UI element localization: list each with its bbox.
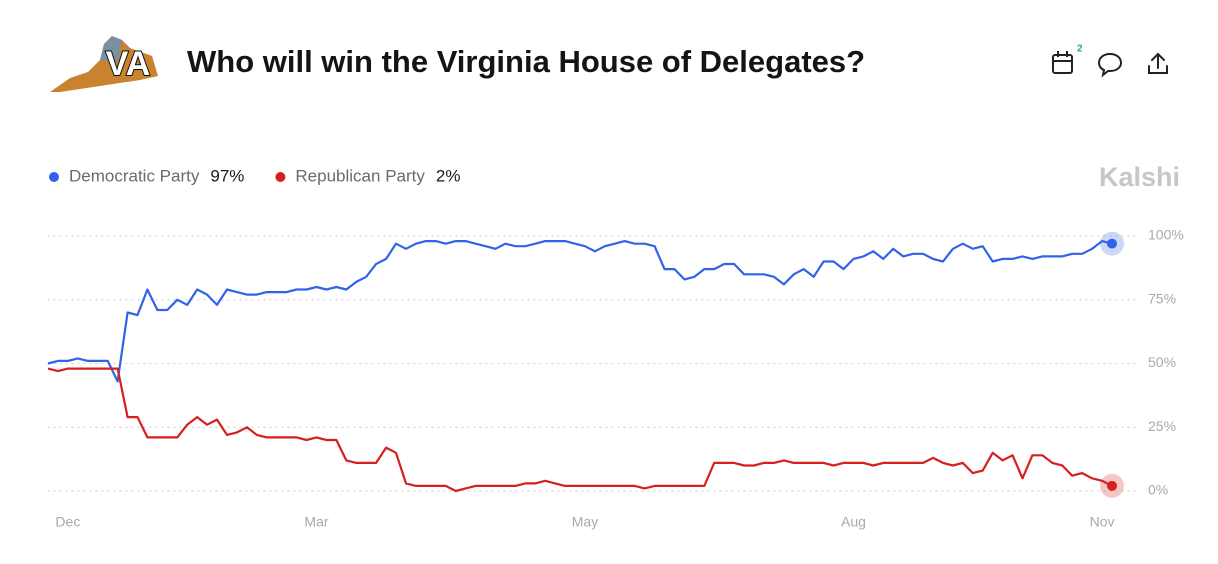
legend-marker xyxy=(275,172,286,182)
y-tick-label: 25% xyxy=(1148,418,1176,434)
watermark: Kalshi xyxy=(1099,162,1180,192)
y-tick-label: 100% xyxy=(1148,227,1184,243)
x-tick-label: Nov xyxy=(1090,514,1115,530)
legend-value: 97% xyxy=(210,166,244,185)
share-icon[interactable] xyxy=(1148,52,1168,74)
y-tick-label: 50% xyxy=(1148,354,1176,370)
chart-title: Who will win the Virginia House of Deleg… xyxy=(187,44,865,79)
x-tick-label: Aug xyxy=(841,514,866,530)
logo: VA xyxy=(50,36,158,92)
comment-icon[interactable] xyxy=(1097,52,1123,78)
series-line xyxy=(47,367,1113,493)
logo-shade xyxy=(100,36,122,62)
x-tick-label: Dec xyxy=(55,514,80,530)
share-tray xyxy=(1148,65,1168,74)
series-line xyxy=(47,240,1113,383)
calendar-body xyxy=(1052,54,1073,74)
share-arrow xyxy=(1151,52,1165,61)
end-dot xyxy=(1107,238,1117,249)
calendar-icon[interactable] xyxy=(1052,51,1073,74)
y-tick-label: 75% xyxy=(1148,290,1176,306)
logo-shape xyxy=(50,36,158,92)
logo-text: VA xyxy=(106,45,151,83)
legend-marker xyxy=(49,172,59,182)
end-dot xyxy=(1107,480,1117,491)
legend-label: Democratic Party xyxy=(69,166,200,185)
calendar-badge: 2 xyxy=(1077,44,1083,55)
y-tick-label: 0% xyxy=(1148,482,1168,498)
x-tick-label: May xyxy=(572,514,598,530)
legend-label: Republican Party xyxy=(295,166,425,185)
legend-value: 2% xyxy=(436,166,461,185)
x-tick-label: Mar xyxy=(304,514,328,530)
